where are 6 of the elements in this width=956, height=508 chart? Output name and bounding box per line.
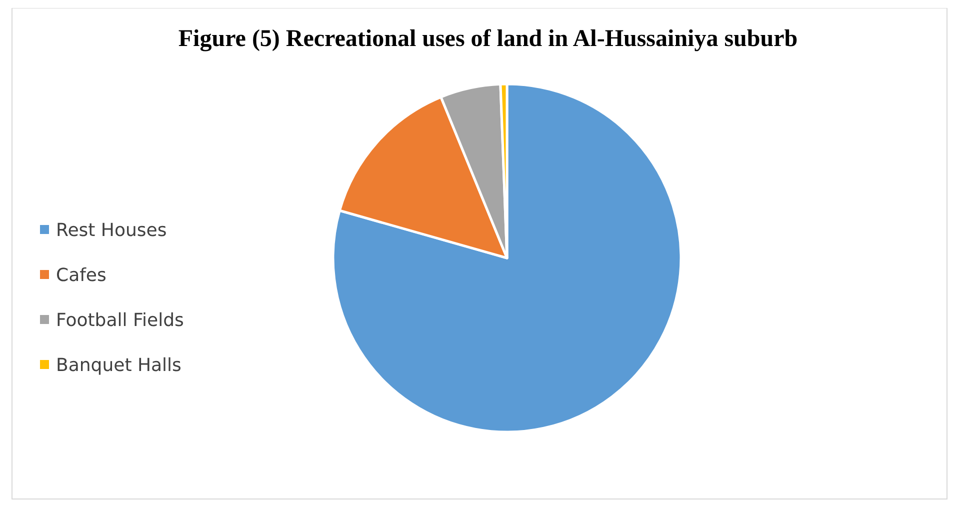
pie-slice [332,82,682,433]
legend-label: Football Fields [56,310,184,331]
legend-label: Cafes [56,265,106,286]
chart-title: Figure (5) Recreational uses of land in Al-Hussainiya suburb [178,26,798,52]
legend-label: Banquet Halls [56,355,182,376]
legend-label: Rest Houses [56,220,167,241]
